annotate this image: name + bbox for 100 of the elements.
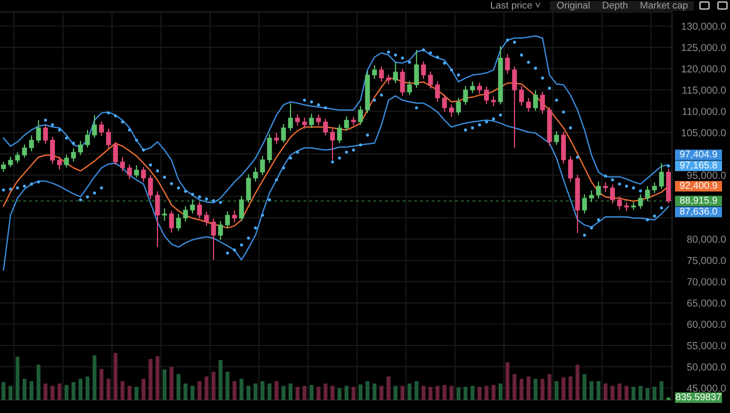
candlestick [120,156,125,172]
text: Market cap [640,1,688,11]
candlestick [421,60,426,80]
bar [316,386,320,400]
bar [274,381,278,400]
candlestick [407,80,412,96]
bar [576,364,580,400]
bar [162,369,166,400]
bar [246,386,250,400]
bar [78,378,82,400]
bar [604,384,608,400]
bar [114,352,118,400]
candlestick [456,97,461,116]
candlestick [127,164,132,180]
bar [302,386,306,400]
candlestick [1,161,6,172]
candlestick [295,114,300,126]
candlestick [316,114,321,126]
candlestick [393,62,398,84]
y-tick-label: 115,000.0 [682,86,726,95]
bar [352,386,356,400]
candlestick [274,132,279,145]
bar [296,386,300,400]
candlestick [288,102,293,132]
bar [464,386,468,400]
bar [596,381,600,400]
bar [366,381,370,400]
bar [184,384,188,400]
candlestick [526,97,531,112]
data-label: 87,636.0 [680,208,718,216]
candlestick [64,154,69,168]
candlestick [92,114,97,138]
bar [632,386,636,400]
bar [478,386,482,400]
bar [282,386,286,400]
candlestick [582,194,587,214]
bar [260,381,264,400]
bar [324,384,328,400]
candlestick [176,213,181,232]
y-tick-label: 105,000.0 [682,129,726,138]
bar [142,378,146,400]
data-label: 97,165.8 [680,162,717,170]
candlestick [568,156,573,182]
candlestick [169,210,174,234]
candlestick [22,144,27,158]
bar [170,367,174,400]
line-series [2,95,670,271]
bar [30,381,34,400]
y-tick-label: 125,000.0 [682,44,726,52]
y-tick-label: 70,000.0 [687,278,726,287]
bar [198,381,202,400]
candlestick [148,174,153,200]
candlestick [477,82,482,94]
bar [436,386,440,400]
candlestick [113,141,118,166]
candlestick [638,194,643,210]
bar [372,384,376,400]
bar [540,378,544,400]
y-tick-label: 75,000.0 [687,256,726,266]
bar [408,384,412,400]
ref-line-label: 88,915.9 [680,196,717,205]
text: Last price ˅ [491,1,540,11]
bar [618,384,622,400]
y-tick-label: 50,000.0 [687,363,726,372]
bar [624,386,628,400]
candlestick [358,106,363,126]
bar [638,386,642,400]
bar [484,386,488,400]
candlestick [309,113,314,128]
candlestick [15,152,20,164]
candlestick [428,71,433,90]
bar [456,387,460,400]
candlestick [43,124,48,144]
bar [64,384,68,400]
candlestick [8,156,13,168]
candlestick [449,104,454,118]
candlestick [484,86,489,105]
bar [470,386,474,400]
bar [652,386,656,400]
candlestick [554,130,559,146]
candlestick [435,80,440,102]
bar [590,381,594,400]
bar [204,376,208,400]
bar [148,359,152,400]
bar [212,372,216,400]
candlestick [400,68,405,96]
candlestick [211,218,216,260]
candlestick [134,164,139,178]
bar [106,378,110,400]
y-tick-label: 110,000.0 [682,108,726,116]
candlestick [603,182,608,193]
candlestick [155,190,160,248]
candlestick [519,86,524,106]
candlestick [183,206,188,222]
candlestick [260,155,265,176]
bar [254,384,258,400]
text: Original [557,1,590,11]
candlestick [29,134,34,152]
bar [450,386,454,400]
bar [498,384,502,400]
